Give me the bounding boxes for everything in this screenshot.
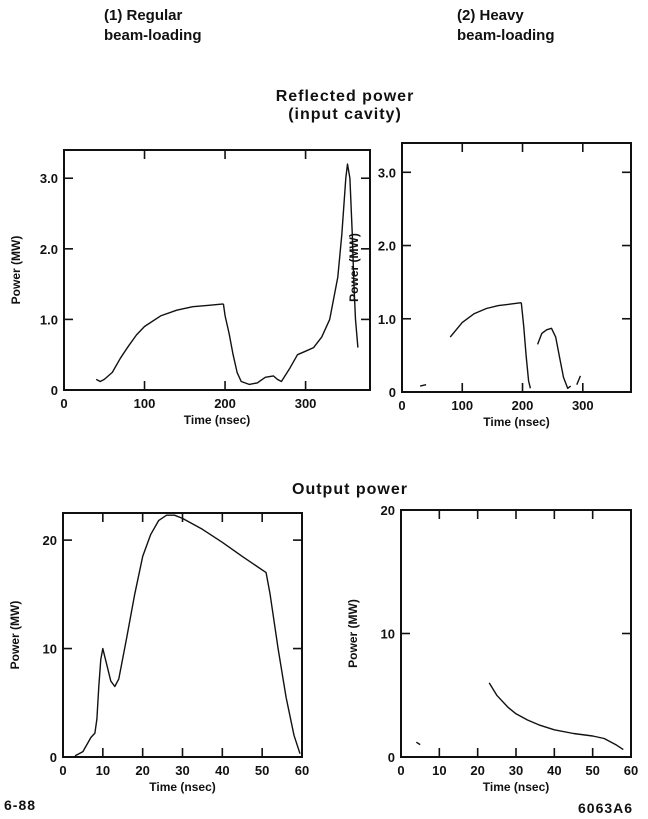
footer-date: 6-88 <box>4 797 37 813</box>
column-header-regular-line2: beam-loading <box>104 27 202 44</box>
output-power-title: Output power <box>292 481 408 498</box>
y-tick-label: 3.0 <box>378 165 396 180</box>
x-tick-label: 100 <box>451 398 473 413</box>
plot-frame <box>62 512 303 758</box>
series-line <box>536 327 572 389</box>
x-tick-label: 300 <box>295 396 317 411</box>
x-tick-label: 0 <box>397 763 404 778</box>
reflected-power-title-line1: Reflected power <box>275 88 415 105</box>
x-axis-label: Time (nsec) <box>483 780 549 794</box>
y-tick-label: 0 <box>51 383 58 398</box>
x-tick-label: 30 <box>509 763 523 778</box>
chart-reflected-heavy: 0 100 200 300 0 1.0 2.0 3.0 Time (nsec) Power (MW… <box>347 142 632 429</box>
x-tick-label: 0 <box>59 763 66 778</box>
y-tick-label: 2.0 <box>40 242 58 257</box>
column-header-regular: (1) Regular beam-loading <box>104 6 202 46</box>
y-tick-label: 20 <box>381 503 395 518</box>
y-axis-label: Power (MW) <box>346 599 360 668</box>
reflected-power-title: Reflected power (input cavity) <box>220 88 470 124</box>
x-tick-label: 0 <box>60 396 67 411</box>
x-tick-label: 200 <box>214 396 236 411</box>
x-axis-label: Time (nsec) <box>483 415 549 429</box>
y-tick-label: 20 <box>43 533 57 548</box>
x-tick-label: 10 <box>432 763 446 778</box>
y-axis-label: Power (MW) <box>8 601 22 670</box>
x-axis-label: Time (nsec) <box>184 413 250 427</box>
column-header-heavy: (2) Heavy beam-loading <box>457 6 555 46</box>
y-tick-label: 2.0 <box>378 239 396 254</box>
y-axis-label: Power (MW) <box>347 233 361 302</box>
plot-frame <box>63 149 371 391</box>
footer-figure-id: 6063A6 <box>578 800 634 816</box>
x-tick-label: 40 <box>215 763 229 778</box>
column-header-heavy-line1: (2) Heavy <box>457 7 524 24</box>
chart-reflected-regular: 0 100 200 300 0 1.0 2.0 3.0 Time (nsec) Power (MW… <box>9 149 371 427</box>
x-tick-label: 60 <box>624 763 638 778</box>
plot-frame <box>400 509 632 758</box>
x-tick-label: 0 <box>398 398 405 413</box>
series-line <box>95 303 224 383</box>
y-tick-label: 0 <box>389 385 396 400</box>
series-line <box>419 384 427 387</box>
series-line <box>576 375 582 385</box>
x-tick-label: 20 <box>135 763 149 778</box>
series-line <box>415 741 421 746</box>
series-line <box>520 302 532 389</box>
x-axis-label: Time (nsec) <box>149 780 215 794</box>
x-tick-label: 60 <box>295 763 309 778</box>
y-tick-label: 10 <box>43 642 57 657</box>
x-tick-label: 50 <box>585 763 599 778</box>
x-tick-label: 40 <box>547 763 561 778</box>
y-tick-label: 1.0 <box>40 312 58 327</box>
column-header-heavy-line2: beam-loading <box>457 27 555 44</box>
series-line <box>449 302 522 338</box>
x-tick-label: 10 <box>96 763 110 778</box>
series-line <box>74 514 301 757</box>
chart-output-heavy: 0 10 20 30 40 50 60 0 10 20 Time (nsec) Power (MW) <box>346 503 638 794</box>
y-tick-label: 10 <box>381 627 395 642</box>
y-tick-label: 1.0 <box>378 312 396 327</box>
x-tick-label: 20 <box>470 763 484 778</box>
series-line <box>488 682 624 751</box>
x-tick-label: 30 <box>175 763 189 778</box>
column-header-regular-line1: (1) Regular <box>104 7 183 24</box>
y-tick-label: 0 <box>50 750 57 765</box>
reflected-power-title-line2: (input cavity) <box>288 106 402 123</box>
x-tick-label: 200 <box>512 398 534 413</box>
x-tick-label: 300 <box>572 398 594 413</box>
y-axis-label: Power (MW) <box>9 236 23 305</box>
plot-frame <box>401 142 632 393</box>
series-line <box>222 163 359 386</box>
y-tick-label: 3.0 <box>40 171 58 186</box>
x-tick-label: 50 <box>255 763 269 778</box>
x-tick-label: 100 <box>134 396 156 411</box>
y-tick-label: 0 <box>388 750 395 765</box>
